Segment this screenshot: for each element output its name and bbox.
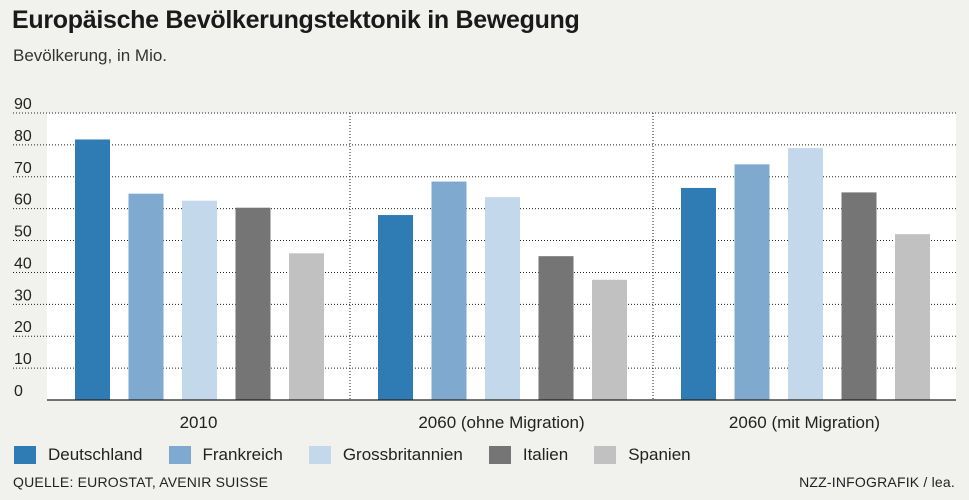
source-note: QUELLE: EUROSTAT, AVENIR SUISSE	[13, 474, 269, 490]
bar	[289, 253, 324, 400]
bar	[235, 207, 271, 400]
legend-swatch	[14, 446, 36, 464]
bar	[734, 164, 770, 400]
legend-label: Spanien	[628, 445, 691, 464]
chart-legend: Deutschland Frankreich Grossbritannien Ital…	[14, 445, 717, 465]
legend-swatch	[168, 446, 191, 464]
bar	[841, 192, 877, 400]
legend-item: Frankreich	[168, 445, 283, 465]
legend-item: Spanien	[594, 445, 691, 465]
x-category-label: 2060 (ohne Migration)	[418, 413, 584, 432]
chart-title: Europäische Bevölkerungstektonik in Bewe…	[12, 6, 580, 34]
bar	[75, 139, 110, 400]
x-category-label: 2010	[180, 413, 218, 432]
y-tick-label: 60	[14, 192, 32, 209]
bar	[485, 197, 520, 400]
bar	[592, 279, 627, 400]
bar	[378, 215, 413, 400]
y-tick-label: 90	[14, 96, 32, 113]
legend-label: Grossbritannien	[342, 445, 463, 464]
y-tick-label: 80	[14, 128, 32, 145]
credit-note: NZZ-INFOGRAFIK / lea.	[799, 474, 955, 490]
bar	[182, 200, 217, 400]
y-tick-label: 30	[14, 287, 32, 304]
bar	[431, 181, 467, 400]
bar-chart: 0 10 20 30 40 50 60 70 80 90 2010 2060 (ohne Migrat…	[13, 96, 956, 432]
chart-subtitle: Bevölkerung, in Mio.	[13, 46, 168, 65]
bar	[895, 234, 930, 400]
legend-label: Frankreich	[202, 445, 283, 464]
y-tick-label: 0	[14, 383, 23, 400]
legend-label: Italien	[522, 445, 569, 464]
legend-swatch	[488, 446, 511, 464]
legend-swatch	[594, 446, 617, 464]
y-tick-label: 10	[14, 351, 32, 368]
legend-swatch	[308, 446, 331, 464]
bar	[538, 256, 574, 400]
bar	[681, 187, 716, 400]
legend-item: Deutschland	[14, 445, 143, 465]
y-tick-label: 20	[14, 319, 32, 336]
bar	[128, 193, 164, 400]
x-category-label: 2060 (mit Migration)	[729, 413, 880, 432]
legend-item: Grossbritannien	[308, 445, 463, 465]
legend-item: Italien	[488, 445, 569, 465]
y-tick-label: 40	[14, 255, 32, 272]
legend-label: Deutschland	[48, 445, 143, 464]
y-tick-label: 50	[14, 224, 32, 241]
bar	[788, 148, 823, 400]
y-tick-label: 70	[14, 160, 32, 177]
